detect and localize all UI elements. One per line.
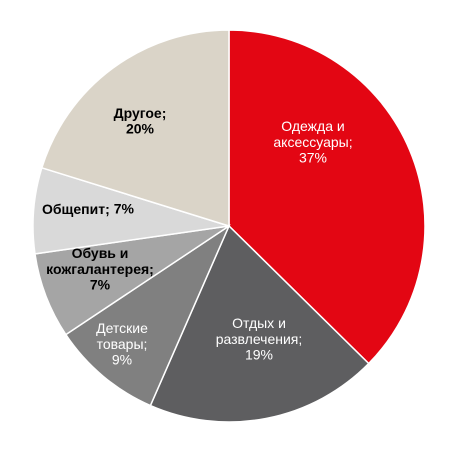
slice-label: Обувь и кожгалантерея; [46,245,154,277]
slice-label: Другое; [114,105,167,121]
value-label: 7% [114,201,135,217]
value-label: 20% [126,121,155,137]
slice-label: Детские товары; [96,320,148,352]
pie-slice [40,29,230,228]
slice-label-line: товары; [97,336,148,352]
slice-label-line: кожгалантерея; [46,261,154,277]
value-label: 7% [90,277,111,293]
slice-label: Общепит; [42,201,110,217]
value-label: 37% [299,150,327,166]
slice-label-line: Одежда и [281,118,344,134]
slice-label: Одежда и аксессуары; [273,118,352,150]
slice-label-line: Детские [96,320,148,336]
slice-label-line: Другое; [114,105,167,121]
pie-slice [149,224,370,423]
slice-label-line: развлечения; [216,331,303,347]
value-label: 9% [112,352,132,368]
pie-slice [64,223,231,407]
pie-slice [228,29,426,365]
slice-label-line: Общепит; [42,201,110,217]
slice-label-line: Отдых и [232,315,286,331]
value-label: 19% [245,347,273,363]
slice-label-line: аксессуары; [273,134,352,150]
slice-label: Отдых и развлечения; [216,315,303,347]
slice-label-line: Обувь и [72,245,129,261]
